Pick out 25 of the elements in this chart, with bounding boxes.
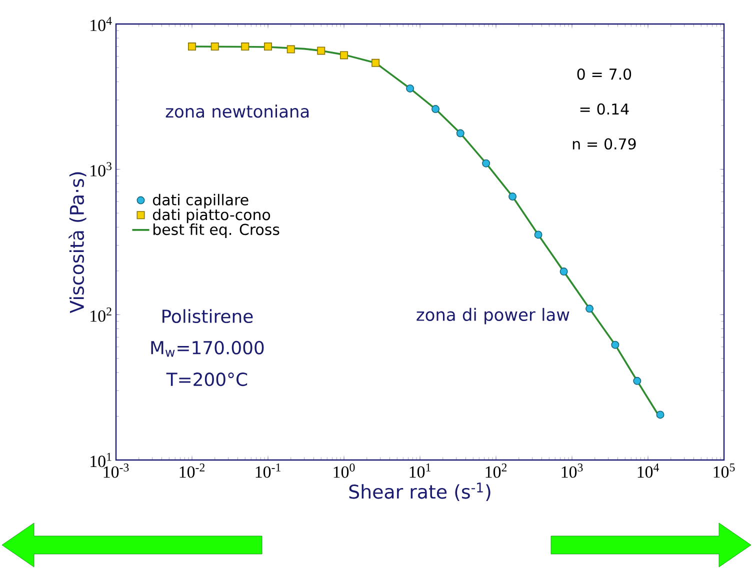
legend-label: dati piatto-cono — [152, 208, 270, 224]
y-tick-label: 10$^{1}$ — [90, 452, 112, 468]
annotation: n = 0.79 — [572, 138, 636, 150]
legend-label: best fit eq. Cross — [154, 224, 280, 238]
y-tick-label: 10$^{4}$ — [90, 16, 112, 32]
annotation: zona newtoniana — [166, 104, 309, 118]
x-axis-title: Shear rate (s$^{-1}$) — [349, 482, 490, 502]
annotation: = 0.14 — [580, 103, 629, 115]
annotation: Polistirene — [162, 309, 253, 324]
x-tick-label: 10$^{2}$ — [486, 464, 507, 478]
x-tick-label: 10$^{5}$ — [714, 464, 735, 478]
y-tick-label: 10$^{2}$ — [90, 308, 112, 322]
x-tick-label: 10$^{0}$ — [334, 464, 355, 478]
y-axis-title: Viscosità (Pa·s) — [68, 172, 86, 314]
legend-label: dati capillare — [152, 194, 248, 208]
annotation: M$_{w}$=170.000 — [151, 340, 264, 357]
y-tick-label: 10$^{3}$ — [90, 162, 112, 176]
x-tick-label: 10$^{-1}$ — [256, 464, 280, 478]
x-tick-label: 10$^{-2}$ — [180, 464, 205, 478]
annotation: T=200°C — [166, 372, 248, 386]
annotation: zona di power law — [416, 308, 570, 324]
annotation: 0 = 7.0 — [577, 68, 632, 80]
x-tick-label: 10$^{3}$ — [562, 464, 583, 478]
x-tick-label: 10$^{4}$ — [638, 464, 660, 478]
x-tick-label: 10$^{1}$ — [410, 464, 430, 478]
